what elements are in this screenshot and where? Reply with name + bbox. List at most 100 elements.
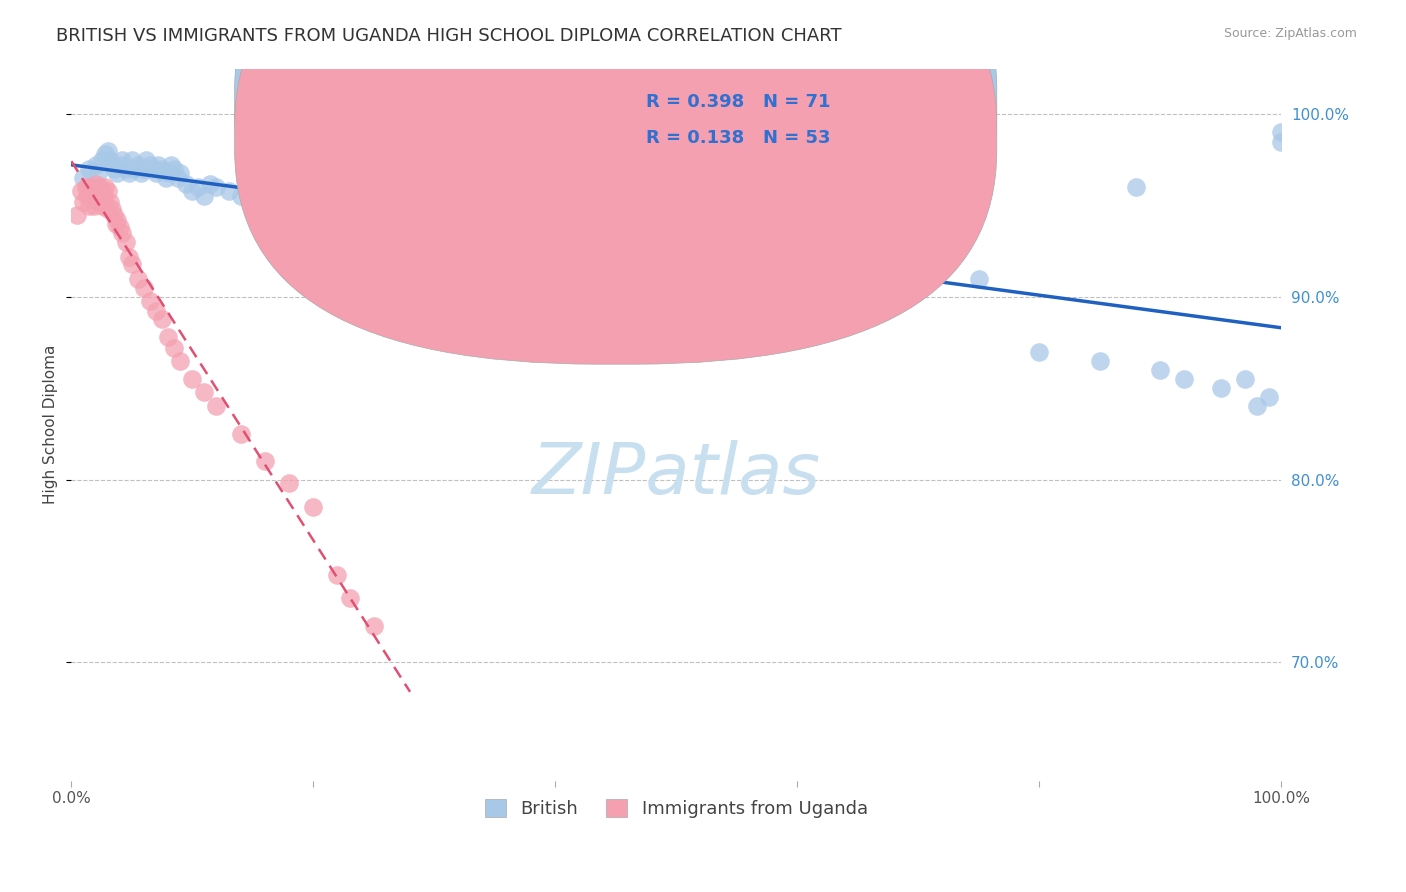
Point	[278, 476, 301, 491]
Point	[91, 184, 114, 198]
Point	[86, 180, 108, 194]
Point	[181, 372, 204, 386]
Point	[103, 161, 125, 176]
Point	[131, 166, 153, 180]
Point	[150, 311, 173, 326]
Point	[108, 220, 131, 235]
Point	[423, 235, 446, 249]
Point	[118, 166, 141, 180]
Point	[1270, 125, 1292, 139]
Point	[399, 226, 422, 240]
Point	[118, 250, 141, 264]
Point	[98, 153, 121, 167]
Point	[174, 177, 197, 191]
Point	[101, 202, 124, 217]
Point	[142, 161, 165, 176]
Point	[93, 189, 115, 203]
Point	[139, 293, 162, 308]
Point	[253, 454, 276, 468]
Text: BRITISH VS IMMIGRANTS FROM UGANDA HIGH SCHOOL DIPLOMA CORRELATION CHART: BRITISH VS IMMIGRANTS FROM UGANDA HIGH S…	[56, 27, 842, 45]
Point	[460, 213, 482, 227]
Point	[90, 153, 112, 167]
Point	[105, 166, 128, 180]
Point	[157, 166, 180, 180]
Point	[229, 426, 252, 441]
Point	[145, 166, 167, 180]
Text: Source: ZipAtlas.com: Source: ZipAtlas.com	[1223, 27, 1357, 40]
Point	[80, 184, 103, 198]
Point	[1088, 354, 1111, 368]
Point	[155, 171, 177, 186]
FancyBboxPatch shape	[235, 0, 997, 328]
Point	[84, 158, 107, 172]
Point	[1246, 400, 1268, 414]
Y-axis label: High School Diploma: High School Diploma	[44, 345, 58, 505]
Point	[326, 213, 349, 227]
Point	[665, 262, 688, 277]
Point	[127, 271, 149, 285]
Point	[253, 194, 276, 209]
Point	[531, 220, 554, 235]
Text: R = 0.398   N = 71: R = 0.398 N = 71	[645, 93, 831, 111]
Point	[846, 253, 869, 268]
Point	[967, 271, 990, 285]
Point	[169, 166, 191, 180]
Point	[229, 189, 252, 203]
Point	[786, 271, 808, 285]
Point	[79, 180, 101, 194]
Point	[159, 158, 181, 172]
Point	[205, 180, 228, 194]
Point	[84, 189, 107, 203]
Point	[75, 180, 97, 194]
Point	[495, 208, 517, 222]
Point	[97, 144, 120, 158]
Point	[150, 161, 173, 176]
Point	[90, 198, 112, 212]
Point	[82, 189, 104, 203]
Point	[148, 158, 170, 172]
Point	[169, 354, 191, 368]
Point	[97, 184, 120, 198]
Point	[94, 180, 117, 194]
Point	[70, 184, 93, 198]
Point	[266, 202, 288, 217]
Point	[302, 500, 325, 514]
Point	[163, 161, 186, 176]
Point	[90, 189, 112, 203]
Point	[114, 235, 136, 249]
Point	[111, 153, 134, 167]
Legend: British, Immigrants from Uganda: British, Immigrants from Uganda	[478, 791, 875, 825]
Point	[98, 194, 121, 209]
Point	[1209, 381, 1232, 395]
Point	[139, 158, 162, 172]
Point	[166, 171, 188, 186]
Point	[114, 161, 136, 176]
Point	[79, 198, 101, 212]
Point	[163, 341, 186, 355]
Point	[89, 180, 111, 194]
FancyBboxPatch shape	[235, 0, 997, 364]
Point	[1028, 344, 1050, 359]
Point	[66, 208, 89, 222]
Point	[339, 591, 361, 606]
Point	[200, 177, 222, 191]
Point	[193, 384, 215, 399]
Point	[157, 330, 180, 344]
Point	[1125, 180, 1147, 194]
Point	[135, 153, 157, 167]
Point	[1173, 372, 1195, 386]
Point	[76, 189, 98, 203]
Point	[242, 180, 264, 194]
Point	[205, 400, 228, 414]
Point	[278, 208, 301, 222]
Point	[72, 194, 94, 209]
Point	[127, 158, 149, 172]
Point	[122, 161, 145, 176]
Point	[87, 184, 110, 198]
Point	[105, 217, 128, 231]
Point	[605, 189, 627, 203]
Point	[568, 226, 591, 240]
Point	[1233, 372, 1256, 386]
Point	[84, 177, 107, 191]
Point	[108, 158, 131, 172]
